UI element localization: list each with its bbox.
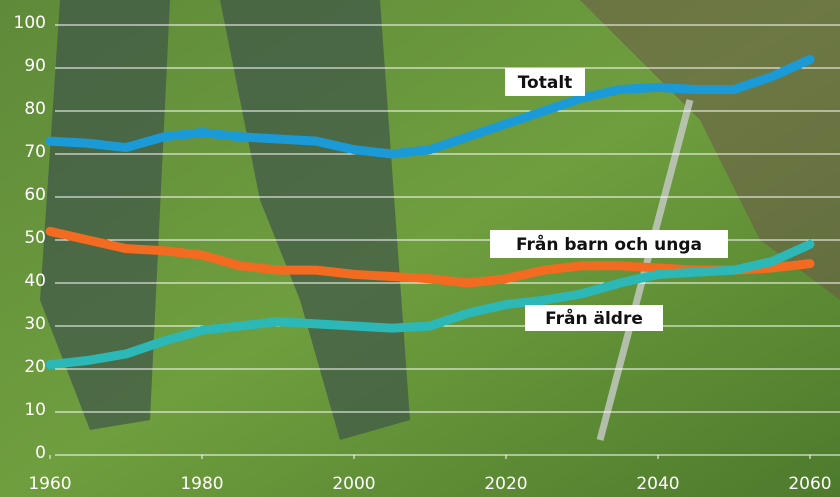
series-label-box <box>505 68 585 96</box>
y-tick-label: 90 <box>24 56 46 76</box>
y-tick-label: 60 <box>24 185 46 205</box>
y-tick-label: 0 <box>35 443 46 463</box>
y-tick-label: 100 <box>14 13 46 33</box>
x-tick-label: 2060 <box>788 474 831 494</box>
series-label: Totalt <box>518 73 573 93</box>
x-tick-label: 2040 <box>636 474 679 494</box>
x-tick-label: 1960 <box>28 474 71 494</box>
y-tick-label: 50 <box>24 228 46 248</box>
x-tick-label: 2020 <box>484 474 527 494</box>
y-tick-label: 20 <box>24 357 46 377</box>
series-line <box>45 54 815 159</box>
y-tick-label: 40 <box>24 271 46 291</box>
series-line <box>45 239 815 370</box>
y-tick-label: 10 <box>24 400 46 420</box>
series-label: Från barn och unga <box>516 233 702 255</box>
series-label: Från äldre <box>545 307 643 329</box>
x-tick-label: 1980 <box>180 474 223 494</box>
series-label-box <box>490 230 728 258</box>
y-tick-label: 70 <box>24 142 46 162</box>
photo-leg <box>40 0 170 430</box>
y-tick-label: 80 <box>24 99 46 119</box>
x-tick-label: 2000 <box>332 474 375 494</box>
series-label-box <box>525 305 663 331</box>
y-tick-label: 30 <box>24 314 46 334</box>
